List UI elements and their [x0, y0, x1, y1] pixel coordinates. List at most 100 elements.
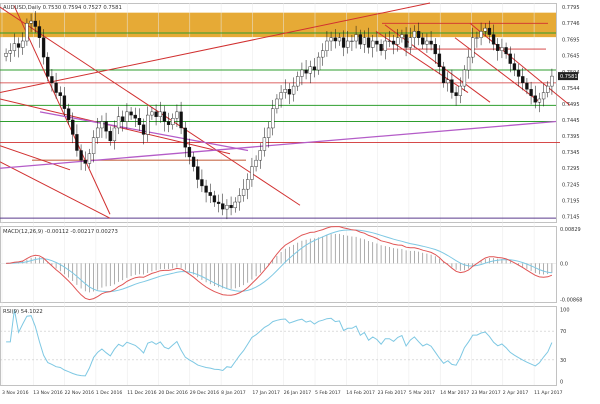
candle — [471, 37, 475, 58]
candle — [383, 40, 387, 51]
candle — [137, 118, 142, 125]
candle — [96, 127, 100, 138]
price-tick-label: 0.7795 — [562, 5, 580, 11]
candle — [416, 31, 421, 38]
candle — [541, 92, 546, 100]
candle — [550, 75, 554, 87]
candle — [408, 37, 412, 48]
trend-line — [13, 5, 111, 215]
candle — [508, 53, 512, 64]
candle — [79, 150, 83, 161]
candle — [387, 40, 392, 42]
candle — [4, 53, 8, 57]
date-tick-label: 29 Dec 2016 — [190, 390, 219, 396]
candle — [221, 203, 225, 210]
candle — [183, 127, 187, 148]
price-tick-label: 0.7495 — [562, 102, 580, 108]
candle — [75, 134, 79, 151]
candle — [125, 111, 129, 122]
candle — [271, 108, 275, 129]
candle — [516, 69, 521, 77]
candle — [154, 111, 158, 117]
current-price-label: 0.7581 — [560, 74, 578, 80]
candle — [237, 195, 242, 203]
macd-main-line — [6, 226, 553, 301]
candle — [433, 44, 437, 55]
candle — [41, 37, 46, 58]
trend-line — [0, 2, 431, 94]
candle — [83, 159, 87, 164]
price-tick-label: 0.7345 — [562, 150, 580, 156]
candle — [354, 34, 358, 42]
candle — [146, 114, 150, 135]
price-tick-label: 0.7645 — [562, 53, 580, 59]
candle — [241, 188, 246, 196]
candle — [104, 121, 108, 132]
candle — [25, 23, 29, 42]
date-tick-label: 22 Nov 2016 — [65, 390, 94, 396]
candle — [300, 69, 304, 77]
candle — [316, 56, 321, 71]
date-tick-label: 14 Mar 2017 — [440, 390, 469, 396]
candle — [62, 95, 67, 109]
candle — [66, 108, 71, 121]
candle — [133, 114, 137, 119]
candle — [308, 66, 312, 74]
panel-frame — [0, 306, 557, 386]
candle — [337, 37, 342, 42]
candle — [229, 205, 233, 209]
candle — [21, 40, 25, 48]
price-tick-label: 0.7195 — [562, 198, 580, 204]
trend-line — [0, 6, 301, 206]
candle — [283, 89, 287, 93]
date-tick-label: 26 Jan 2017 — [284, 390, 312, 396]
candle — [50, 76, 54, 84]
candle — [87, 153, 92, 164]
candle — [212, 195, 217, 203]
candle — [233, 201, 237, 209]
candle — [58, 92, 62, 96]
candle — [537, 98, 542, 103]
candle — [246, 179, 250, 190]
candle — [466, 56, 471, 71]
trend-line — [454, 37, 541, 103]
candle — [325, 40, 329, 51]
candle — [391, 40, 396, 45]
candle — [458, 85, 462, 96]
candle — [8, 50, 12, 54]
price-tick-label: 0.7746 — [562, 21, 580, 27]
candle — [350, 40, 354, 42]
panel-frame — [0, 226, 557, 303]
macd-signal-line — [6, 229, 552, 292]
candle — [200, 179, 204, 187]
date-tick-label: 8 Jan 2017 — [221, 390, 246, 396]
candle — [533, 95, 537, 103]
candle — [16, 43, 21, 48]
candle — [141, 124, 146, 135]
macd-tick-label: 0.00829 — [560, 227, 581, 233]
candle — [400, 34, 404, 38]
date-tick-label: 17 Jan 2017 — [252, 390, 280, 396]
price-tick-label: 0.7695 — [562, 37, 580, 43]
candle — [479, 31, 483, 38]
date-tick-label: 2 Apr 2017 — [503, 390, 529, 396]
candle — [166, 121, 171, 125]
candle — [208, 192, 212, 196]
candle — [475, 37, 479, 39]
candle — [204, 185, 208, 193]
candle — [279, 92, 283, 100]
candle — [116, 116, 121, 129]
candle — [346, 40, 350, 48]
candle — [441, 66, 446, 84]
candle — [33, 20, 37, 27]
candle — [179, 111, 183, 129]
candle — [333, 37, 337, 42]
candle — [46, 56, 50, 77]
candle — [321, 50, 325, 58]
candle — [258, 150, 262, 161]
trend-line — [0, 161, 111, 219]
date-tick-label: 14 Feb 2017 — [346, 390, 375, 396]
candle — [91, 137, 96, 154]
macd-tick-label: -0.00868 — [560, 297, 582, 303]
